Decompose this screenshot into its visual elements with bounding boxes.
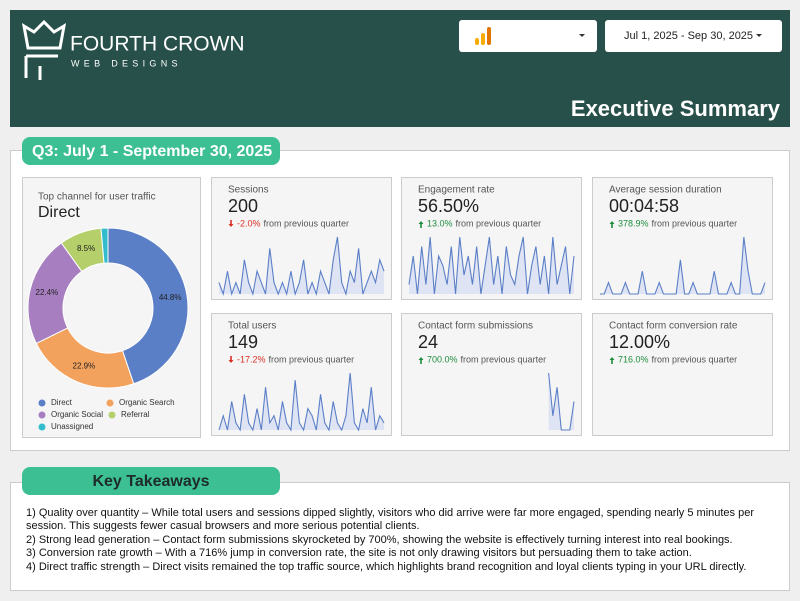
brand-name: FOURTH CROWN — [70, 33, 245, 56]
kpi-change: -2.0% — [237, 218, 261, 228]
kpi-comparison: from previous quarter — [652, 218, 738, 228]
change-arrow — [418, 221, 424, 228]
kpi-comparison: from previous quarter — [456, 218, 542, 228]
kpi-value: 149 — [228, 332, 258, 352]
takeaway-item: 3) Conversion rate growth – With a 716% … — [26, 547, 692, 560]
date-range: Jul 1, 2025 - Sep 30, 2025 — [624, 30, 753, 42]
sparkline — [408, 236, 575, 295]
takeaway-item: 1) Quality over quantity – While total u… — [26, 507, 754, 533]
legend-label: Organic Search — [119, 398, 175, 407]
kpi-value: 200 — [228, 196, 258, 216]
kpi-title: Contact form conversion rate — [609, 321, 738, 332]
takeaways-heading-pill — [22, 467, 280, 495]
legend-swatch — [108, 411, 116, 419]
takeaways-panel — [10, 482, 790, 591]
kpi-value: 24 — [418, 332, 438, 352]
donut-slice — [100, 227, 109, 264]
takeaway-item: 2) Strong lead generation – Contact form… — [26, 533, 733, 546]
sparkline — [548, 372, 575, 431]
logo-icon — [21, 19, 67, 80]
analytics-icon — [475, 27, 491, 45]
change-arrow — [609, 221, 615, 228]
legend-swatch — [38, 399, 46, 407]
kpi-comparison: from previous quarter — [652, 354, 738, 364]
kpi-title: Average session duration — [609, 185, 722, 196]
kpi-value: 56.50% — [418, 196, 479, 216]
sparkline-area — [219, 373, 384, 430]
takeaway-item: 4) Direct traffic strength – Direct visi… — [26, 560, 747, 573]
property-selector[interactable] — [459, 20, 597, 52]
legend-label: Referral — [121, 410, 150, 419]
legend-label: Unassigned — [51, 422, 93, 431]
change-arrow — [228, 356, 234, 363]
legend-swatch — [106, 399, 114, 407]
sparkline-area — [219, 237, 384, 294]
kpi-card — [592, 313, 773, 436]
legend-label: Organic Social — [51, 410, 103, 419]
sparkline — [218, 236, 385, 297]
kpi-title: Sessions — [228, 185, 269, 196]
kpi-change: 378.9% — [618, 218, 649, 228]
kpi-title: Total users — [228, 321, 276, 332]
dropdown-caret — [756, 34, 762, 37]
kpi-title: Contact form submissions — [418, 321, 533, 332]
kpi-value: 00:04:58 — [609, 196, 679, 216]
sparkline-area — [548, 373, 574, 430]
kpi-change: 716.0% — [618, 354, 649, 364]
kpi-change: -17.2% — [237, 354, 266, 364]
dropdown-caret — [579, 34, 585, 37]
kpi-comparison: from previous quarter — [264, 218, 350, 228]
slice-label: 22.9% — [73, 361, 96, 370]
donut-chart: 44.8% 22.9% 22.4% 8.5% Direct Organic Search O… — [27, 227, 189, 431]
slice-label: 22.4% — [36, 288, 59, 297]
donut-slice — [107, 227, 189, 385]
kpi-change: 700.0% — [427, 354, 458, 364]
kpi-value: 12.00% — [609, 332, 670, 352]
kpi-comparison: from previous quarter — [269, 354, 355, 364]
summary-heading-pill — [22, 137, 280, 165]
page-title: Executive Summary — [571, 96, 781, 121]
legend-label: Direct — [51, 398, 73, 407]
change-arrow — [418, 357, 424, 364]
kpi-comparison: from previous quarter — [461, 354, 547, 364]
kpi-change: 13.0% — [427, 218, 453, 228]
date-selector[interactable] — [605, 20, 782, 52]
kpi-title: Engagement rate — [418, 185, 495, 196]
legend-swatch — [38, 411, 46, 419]
change-arrow — [228, 220, 234, 227]
legend-swatch — [38, 423, 46, 431]
sparkline — [218, 372, 385, 432]
channel-value: Direct — [38, 204, 80, 221]
brand-tagline: WEB DESIGNS — [71, 58, 182, 68]
takeaways-list: 1) Quality over quantity – While total u… — [26, 507, 782, 574]
slice-label: 44.8% — [159, 293, 182, 302]
change-arrow — [609, 357, 615, 364]
summary-heading: Q3: July 1 - September 30, 2025 — [32, 143, 272, 160]
channel-caption: Top channel for user traffic — [38, 192, 156, 203]
takeaways-heading: Key Takeaways — [92, 473, 209, 490]
slice-label: 8.5% — [77, 244, 95, 253]
sparkline — [600, 236, 766, 295]
